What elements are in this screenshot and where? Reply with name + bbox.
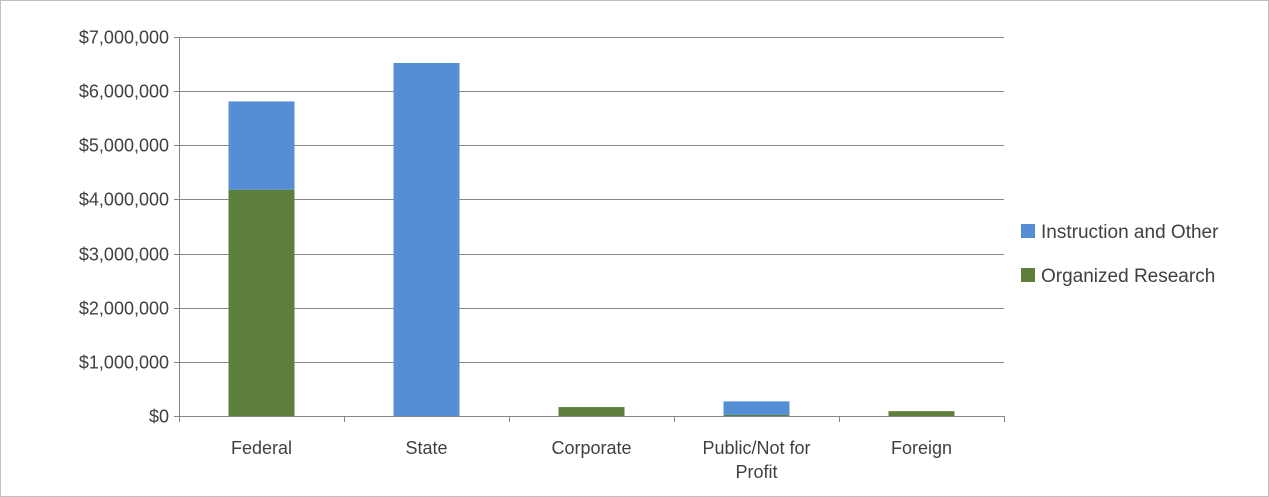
x-tick-label: State (405, 438, 447, 458)
y-tick-label: $1,000,000 (79, 353, 169, 373)
y-axis-tick-labels: $0 $1,000,000 $2,000,000 $3,000,000 $4,000,0… (79, 28, 169, 427)
legend-swatch (1021, 268, 1035, 282)
axes (174, 37, 1005, 422)
x-axis-tick-labels: Federal State Corporate Public/Not for Profi… (231, 438, 952, 482)
y-tick-label: $6,000,000 (79, 82, 169, 102)
legend-label: Instruction and Other (1041, 222, 1219, 243)
bars (228, 62, 955, 416)
legend-item: Instruction and Other (1021, 222, 1219, 243)
bar-instruction-and-other (228, 101, 295, 190)
bar-instruction-and-other (393, 62, 460, 416)
x-tick-label-line: Foreign (891, 438, 952, 458)
x-tick-label-line: Corporate (551, 438, 631, 458)
bar-organized-research (228, 189, 295, 416)
x-tick-label: Corporate (551, 438, 631, 458)
x-tick-label-line: State (405, 438, 447, 458)
bar-instruction-and-other (723, 401, 790, 415)
x-tick-label: Federal (231, 438, 292, 458)
bar-organized-research (888, 411, 955, 416)
x-tick-label-line: Public/Not for (702, 438, 810, 458)
legend-label: Organized Research (1041, 266, 1215, 287)
bar-organized-research (723, 414, 790, 416)
y-tick-label: $5,000,000 (79, 136, 169, 156)
y-tick-label: $2,000,000 (79, 299, 169, 319)
legend: Instruction and Other Organized Research (1021, 222, 1219, 287)
x-tick-label: Public/Not for Profit (702, 438, 810, 482)
y-tick-label: $4,000,000 (79, 190, 169, 210)
x-tick-label-line: Profit (735, 462, 777, 482)
y-tick-label: $3,000,000 (79, 245, 169, 265)
gridlines (179, 37, 1004, 363)
legend-swatch (1021, 224, 1035, 238)
y-tick-label: $7,000,000 (79, 28, 169, 48)
bar-organized-research (558, 407, 625, 416)
x-tick-label-line: Federal (231, 438, 292, 458)
legend-item: Organized Research (1021, 266, 1215, 287)
y-tick-label: $0 (149, 407, 169, 427)
x-tick-label: Foreign (891, 438, 952, 458)
